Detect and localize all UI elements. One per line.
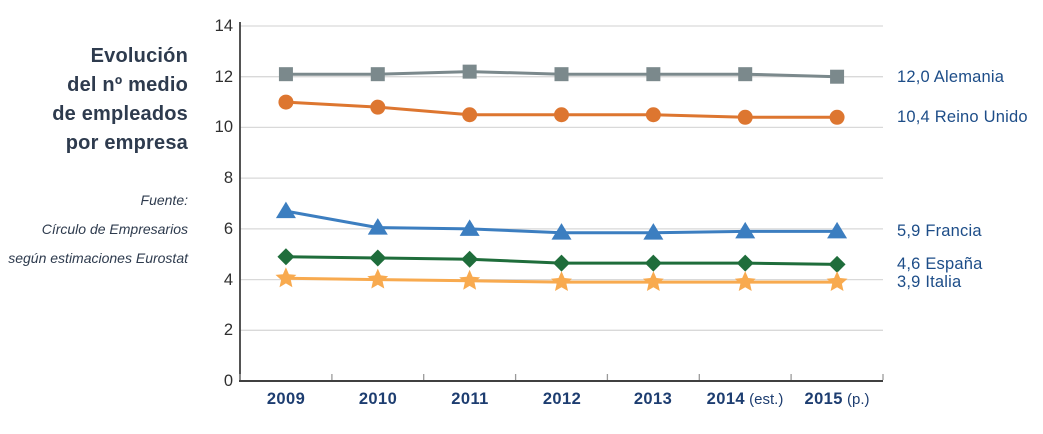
series-marker-alemania <box>278 67 293 82</box>
series-end-label-reino-unido: 10,4 Reino Unido <box>897 108 1028 126</box>
y-tick-label: 0 <box>223 372 233 390</box>
series-marker-italia <box>826 271 848 291</box>
series-marker-espana <box>461 250 479 268</box>
series-marker-italia <box>367 268 389 289</box>
y-tick-label: 12 <box>214 68 233 86</box>
series-marker-reino-unido <box>278 94 294 110</box>
y-tick-label: 14 <box>214 17 233 35</box>
y-tick-label: 8 <box>223 169 233 187</box>
series-marker-alemania <box>830 69 845 84</box>
series-marker-alemania <box>554 67 569 82</box>
series-end-label-alemania: 12,0 Alemania <box>897 68 1005 86</box>
series-marker-reino-unido <box>829 109 845 125</box>
series-marker-francia <box>735 221 756 239</box>
series-marker-francia <box>827 221 848 239</box>
series-marker-espana <box>369 249 387 267</box>
series-end-label-espana: 4,6 España <box>897 255 983 273</box>
series-marker-alemania <box>646 67 661 82</box>
series-marker-reino-unido <box>370 99 386 115</box>
x-tick-suffix: (p.) <box>842 391 870 408</box>
series-marker-italia <box>734 271 756 291</box>
series-marker-italia <box>642 271 664 291</box>
x-tick-label: 2010 <box>311 389 445 409</box>
y-tick-label: 4 <box>223 271 233 289</box>
series-marker-italia <box>459 269 481 290</box>
x-tick-label: 2012 <box>495 389 629 409</box>
series-marker-italia <box>275 267 297 288</box>
y-tick-label: 10 <box>214 118 233 136</box>
series-marker-reino-unido <box>645 107 661 123</box>
x-tick-year: 2009 <box>266 390 306 408</box>
series-marker-alemania <box>370 67 385 82</box>
series-marker-espana <box>644 254 662 272</box>
y-tick-label: 6 <box>223 220 233 238</box>
series-marker-alemania <box>462 64 477 79</box>
series-marker-espana <box>736 254 754 272</box>
x-tick-suffix: (est.) <box>744 391 784 408</box>
series-marker-espana <box>828 255 846 273</box>
series-marker-italia <box>551 271 572 291</box>
x-tick-label: 2014 (est.) <box>678 389 812 409</box>
series-marker-espana <box>553 254 570 272</box>
x-tick-year: 2010 <box>358 390 398 408</box>
y-tick-label: 2 <box>223 321 233 339</box>
x-tick-year: 2013 <box>633 390 673 408</box>
series-marker-francia <box>275 201 296 219</box>
series-marker-reino-unido <box>462 107 478 123</box>
x-tick-label: 2015 (p.) <box>770 389 904 409</box>
chart-title: Evolución del nº medio de empleados por … <box>52 45 188 154</box>
series-marker-francia <box>459 219 480 236</box>
x-tick-year: 2011 <box>451 390 489 408</box>
series-end-label-italia: 3,9 Italia <box>897 273 962 291</box>
series-end-label-francia: 5,9 Francia <box>897 222 982 240</box>
series-marker-espana <box>277 248 295 266</box>
x-tick-label: 2011 <box>403 389 537 409</box>
x-tick-year: 2015 <box>804 390 843 408</box>
chart-source: Fuente: Círculo de Empresarios según est… <box>8 192 188 266</box>
series-marker-alemania <box>738 67 753 82</box>
series-marker-francia <box>551 223 572 240</box>
series-marker-francia <box>643 223 664 240</box>
x-tick-label: 2009 <box>219 389 353 409</box>
x-tick-label: 2013 <box>586 389 720 409</box>
x-tick-year: 2014 <box>706 390 745 408</box>
x-tick-year: 2012 <box>542 390 582 408</box>
series-marker-reino-unido <box>737 109 753 125</box>
series-marker-reino-unido <box>554 107 569 123</box>
series-marker-francia <box>367 218 388 235</box>
